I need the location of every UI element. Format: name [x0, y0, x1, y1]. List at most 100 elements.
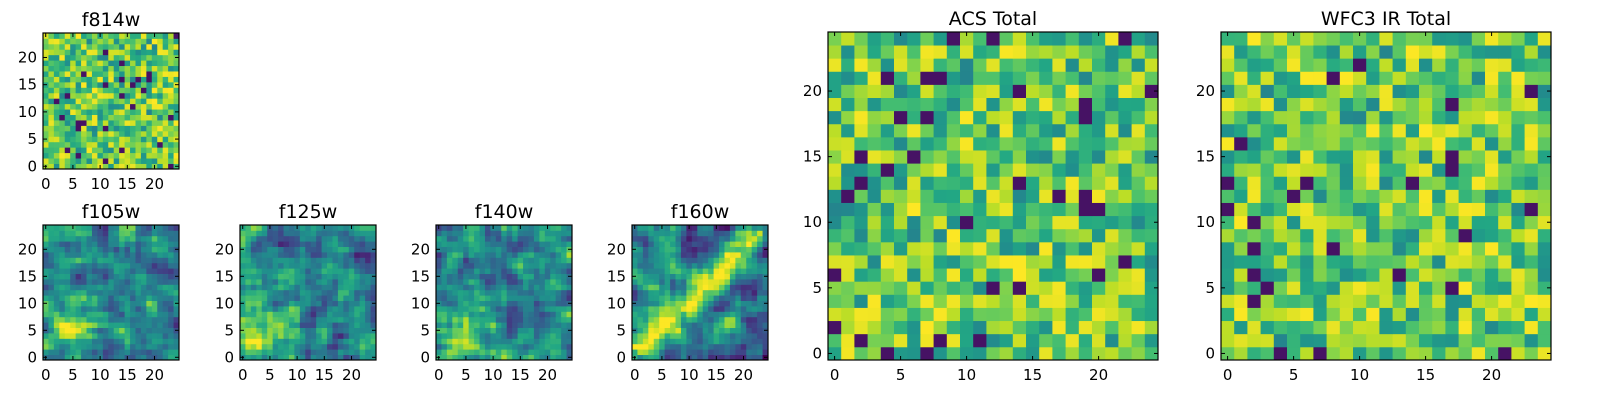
heatmap-cell [70, 246, 77, 253]
heatmap-cell [113, 65, 120, 72]
heatmap-cell [729, 289, 736, 296]
heatmap-cell [1247, 228, 1261, 243]
heatmap-cell [719, 327, 725, 334]
heatmap-cell [146, 235, 153, 242]
heatmap-cell [1498, 294, 1512, 308]
heatmap-cell [130, 141, 136, 148]
heatmap-cell [457, 279, 464, 285]
heatmap-cell [316, 241, 322, 247]
heatmap-cell [53, 109, 60, 115]
heatmap-cell [452, 311, 459, 318]
heatmap-cell [1065, 228, 1080, 243]
heatmap-cell [162, 327, 169, 334]
heatmap-cell [245, 295, 252, 301]
heatmap-cell [278, 354, 284, 361]
heatmap-cell [1039, 333, 1053, 348]
heatmap-cell [1052, 202, 1066, 217]
heatmap-cell [135, 120, 142, 126]
heatmap-cell [680, 284, 687, 291]
heatmap-cell [151, 268, 158, 274]
heatmap-cell [162, 338, 169, 345]
heatmap-cell [1392, 150, 1407, 164]
heatmap-cell [130, 98, 136, 105]
heatmap-cell [151, 114, 158, 121]
heatmap-cell [1405, 84, 1420, 98]
heatmap-cell [680, 262, 687, 269]
heatmap-cell [550, 230, 557, 237]
heatmap-cell [1353, 110, 1367, 125]
heatmap-cell [102, 338, 109, 345]
y-tick-label: 0 [812, 344, 822, 362]
heatmap-cell [719, 230, 725, 237]
heatmap-cell [719, 289, 725, 296]
heatmap-cell [48, 92, 55, 99]
heatmap-cell [1405, 150, 1420, 164]
heatmap-cell [108, 289, 115, 296]
heatmap-cell [1366, 241, 1380, 256]
heatmap-cell [986, 281, 1000, 295]
heatmap-cell [294, 322, 301, 328]
heatmap-cell [267, 262, 274, 269]
heatmap-cell [675, 295, 682, 301]
heatmap-cell [130, 163, 136, 170]
heatmap-cell [973, 228, 987, 243]
heatmap-cell [1260, 202, 1275, 217]
heatmap-cell [561, 338, 567, 345]
heatmap-cell [1287, 215, 1301, 230]
heatmap-cell [157, 241, 164, 247]
heatmap-cell [1221, 346, 1235, 361]
heatmap-cell [1471, 176, 1486, 190]
heatmap-cell [119, 125, 125, 132]
heatmap-cell [637, 284, 644, 291]
heatmap-cell [729, 349, 736, 355]
heatmap-cell [854, 333, 868, 348]
heatmap-cell [75, 98, 82, 105]
heatmap-cell [490, 235, 497, 242]
heatmap-cell [168, 262, 174, 269]
heatmap-cell [70, 230, 77, 237]
heatmap-cell [1419, 163, 1433, 177]
heatmap-cell [1065, 268, 1080, 282]
heatmap-cell [828, 281, 842, 295]
heatmap-cell [119, 65, 125, 72]
heatmap-cell [452, 268, 459, 274]
heatmap-cell [894, 123, 908, 138]
heatmap-cell [97, 262, 104, 269]
heatmap-cell [130, 252, 136, 258]
heatmap-cell [151, 338, 158, 345]
heatmap-cell [91, 38, 98, 45]
heatmap-cell [1405, 176, 1420, 190]
heatmap-cell [1485, 58, 1499, 72]
heatmap-cell [108, 338, 115, 345]
heatmap-cell [1471, 136, 1486, 151]
heatmap-cell [365, 262, 371, 269]
heatmap-cell [1379, 176, 1393, 190]
heatmap-cell [272, 279, 279, 285]
heatmap-cell [272, 349, 279, 355]
heatmap-cell [713, 235, 720, 242]
heatmap-cell [261, 273, 268, 280]
heatmap-cell [245, 235, 252, 242]
heatmap-cell [1105, 346, 1119, 361]
heatmap-cell [746, 349, 753, 355]
heatmap-cell [256, 252, 263, 258]
heatmap-cell [64, 295, 71, 301]
heatmap-cell [441, 262, 448, 269]
heatmap-cell [1300, 58, 1314, 72]
heatmap-cell [359, 246, 366, 253]
heatmap-cell [566, 241, 573, 247]
heatmap-cell [642, 235, 649, 242]
heatmap-cell [240, 306, 246, 312]
heatmap-cell [550, 300, 557, 307]
heatmap-cell [146, 136, 153, 143]
heatmap-cell [539, 241, 546, 247]
heatmap-cell [1260, 333, 1275, 348]
heatmap-cell [1458, 228, 1473, 243]
heatmap-cell [1287, 176, 1301, 190]
heatmap-cell [354, 262, 361, 269]
heatmap-cell [533, 241, 540, 247]
heatmap-cell [713, 262, 720, 269]
heatmap-cell [533, 300, 540, 307]
heatmap-cell [332, 279, 339, 285]
heatmap-cell [48, 60, 55, 67]
